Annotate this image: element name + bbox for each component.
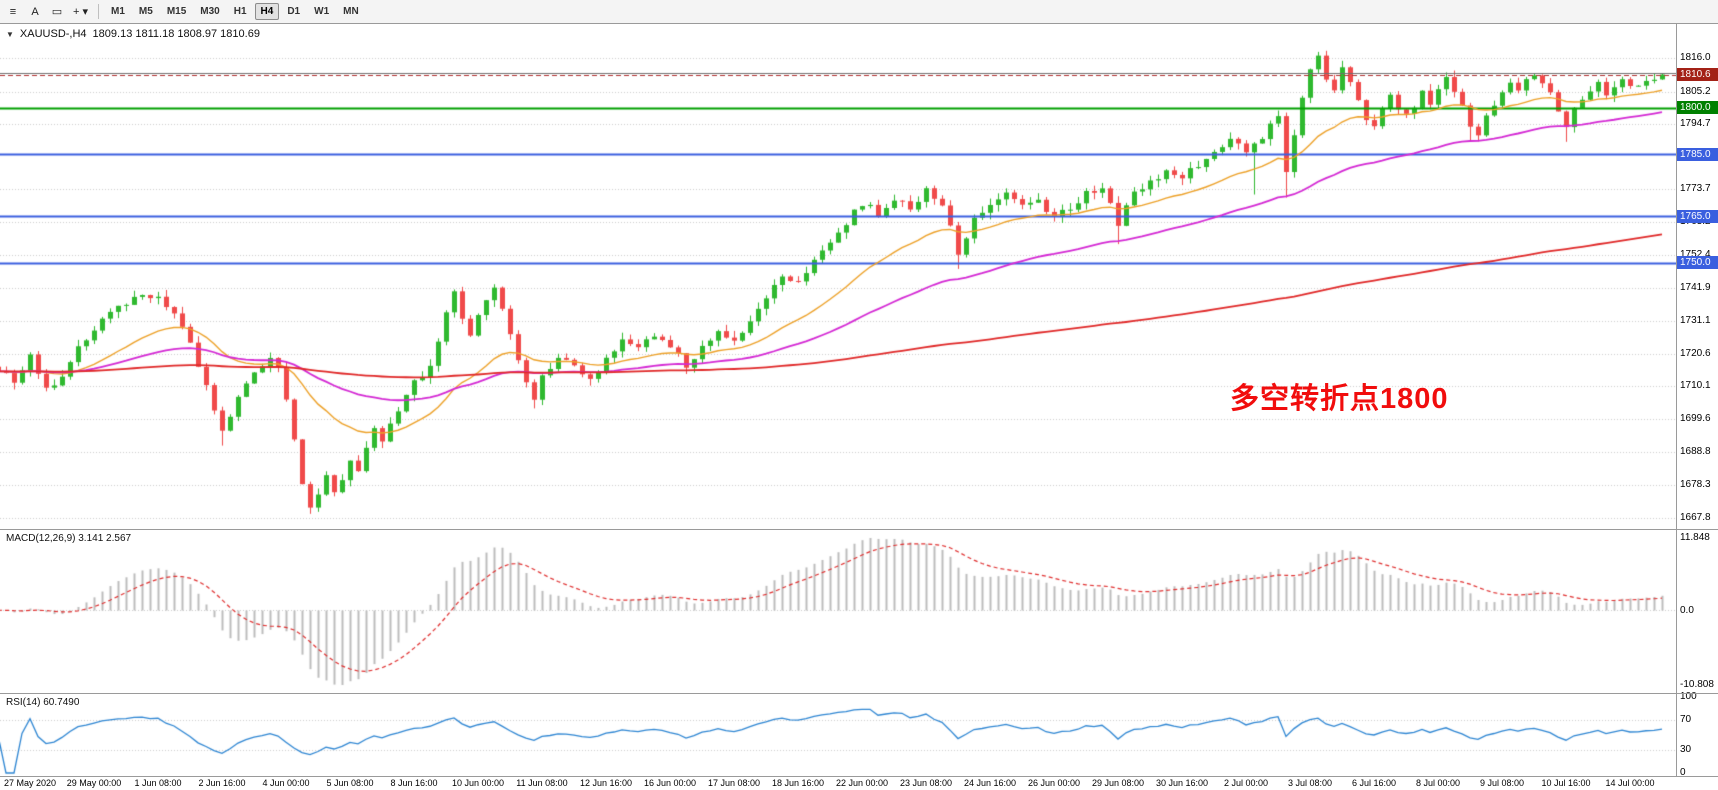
macd-scale-max: 11.848 <box>1680 532 1710 543</box>
timeframe-button-m1[interactable]: M1 <box>105 3 131 20</box>
time-axis-label: 4 Jun 00:00 <box>262 778 310 788</box>
time-axis-label: 16 Jun 00:00 <box>643 778 697 788</box>
time-axis-label: 23 Jun 08:00 <box>899 778 953 788</box>
rsi-panel-canvas[interactable] <box>0 694 1676 776</box>
price-level-badge: 1785.0 <box>1677 147 1718 161</box>
time-axis-label: 10 Jul 16:00 <box>1541 778 1591 788</box>
time-axis-label: 2 Jul 00:00 <box>1223 778 1269 788</box>
rsi-panel-divider[interactable] <box>0 693 1718 694</box>
time-axis-label: 30 Jun 16:00 <box>1155 778 1209 788</box>
macd-panel-divider[interactable] <box>0 529 1718 530</box>
timeframe-button-m15[interactable]: M15 <box>161 3 192 20</box>
time-axis-label: 8 Jun 16:00 <box>390 778 438 788</box>
price-axis-label: 1731.1 <box>1680 315 1711 327</box>
rsi-scale-label: 30 <box>1680 744 1692 756</box>
timeframe-toolbar: M1 M5 M15 M30 H1 H4 D1 W1 MN <box>104 3 366 20</box>
timeframe-button-h1[interactable]: H1 <box>228 3 253 20</box>
time-axis-label: 6 Jul 16:00 <box>1351 778 1397 788</box>
time-axis-label: 14 Jul 00:00 <box>1605 778 1655 788</box>
time-axis-label: 12 Jun 16:00 <box>579 778 633 788</box>
rsi-indicator-label: RSI(14) 60.7490 <box>6 697 80 708</box>
timeframe-button-w1[interactable]: W1 <box>308 3 335 20</box>
charts-grid-icon[interactable]: ≡ <box>3 3 23 21</box>
price-axis[interactable]: 1816.01805.21794.71773.71763.21752.41741… <box>1677 24 1718 778</box>
price-axis-label: 1699.6 <box>1680 412 1711 424</box>
time-axis-label: 11 Jun 08:00 <box>516 778 568 788</box>
macd-indicator-label: MACD(12,26,9) 3.141 2.567 <box>6 533 132 544</box>
chart-annotation-text: 多空转折点1800 <box>1230 383 1449 415</box>
price-axis-label: 1794.7 <box>1680 118 1711 130</box>
price-axis-label: 1678.3 <box>1680 478 1711 490</box>
price-chart-canvas[interactable] <box>0 24 1676 529</box>
time-axis-label: 18 Jun 16:00 <box>771 778 825 788</box>
price-level-badge: 1750.0 <box>1677 256 1718 270</box>
time-axis-label: 24 Jun 16:00 <box>963 778 1017 788</box>
toolbar-separator <box>98 4 100 19</box>
price-level-badge: 1800.0 <box>1677 101 1718 115</box>
time-axis[interactable]: 27 May 2020 29 May 00:00 1 Jun 08:00 2 Jun … <box>0 777 1676 790</box>
macd-scale-zero: 0.0 <box>1680 604 1694 616</box>
price-axis-label: 1773.7 <box>1680 183 1711 195</box>
price-axis-label: 1720.6 <box>1680 347 1711 359</box>
time-axis-label: 26 Jun 00:00 <box>1027 778 1081 788</box>
price-axis-label: 1805.2 <box>1680 85 1711 97</box>
time-axis-label: 29 Jun 08:00 <box>1091 778 1145 788</box>
timeframe-button-mn[interactable]: MN <box>337 3 365 20</box>
timeframe-button-h4[interactable]: H4 <box>254 3 280 20</box>
current-price-badge: 1810.6 <box>1677 68 1718 82</box>
price-axis-label: 1816.0 <box>1680 52 1711 64</box>
timeframe-button-m30[interactable]: M30 <box>194 3 225 20</box>
time-axis-label: 29 May 00:00 <box>66 778 122 788</box>
time-axis-label: 22 Jun 00:00 <box>835 778 889 788</box>
time-axis-divider <box>0 776 1718 777</box>
macd-scale-min: -10.808 <box>1680 679 1714 690</box>
shapes-tool[interactable]: ▭ <box>47 3 67 21</box>
time-axis-label: 10 Jun 00:00 <box>451 778 505 788</box>
price-axis-label: 1741.9 <box>1680 281 1711 293</box>
time-axis-label: 9 Jul 08:00 <box>1479 778 1525 788</box>
time-axis-label: 8 Jul 00:00 <box>1415 778 1461 788</box>
toolbar-tools: ≡ A ▭ + ▾ <box>2 3 93 21</box>
symbol-timeframe-label: XAUUSD-,H4 <box>19 28 87 40</box>
rsi-scale-label: 0 <box>1680 767 1686 778</box>
time-axis-label: 27 May 2020 <box>3 778 57 788</box>
price-axis-label: 1710.1 <box>1680 380 1711 392</box>
time-axis-label: 2 Jun 16:00 <box>198 778 246 788</box>
symbol-dropdown-icon[interactable]: ▼ <box>6 29 14 39</box>
price-axis-divider <box>1676 24 1677 776</box>
macd-panel-canvas[interactable] <box>0 530 1676 693</box>
rsi-scale-label: 70 <box>1680 713 1692 725</box>
timeframe-button-m5[interactable]: M5 <box>133 3 159 20</box>
price-axis-label: 1688.8 <box>1680 446 1711 458</box>
main-toolbar: ≡ A ▭ + ▾ M1 M5 M15 M30 H1 H4 D1 W1 MN <box>0 0 1718 23</box>
price-level-badge: 1765.0 <box>1677 209 1718 223</box>
time-axis-label: 17 Jun 08:00 <box>707 778 761 788</box>
timeframe-button-d1[interactable]: D1 <box>281 3 306 20</box>
chart-header: ▼ XAUUSD-,H4 1809.13 1811.18 1808.97 181… <box>6 28 260 40</box>
time-axis-label: 3 Jul 08:00 <box>1287 778 1333 788</box>
price-axis-label: 1667.8 <box>1680 511 1711 523</box>
rsi-scale-label: 100 <box>1680 691 1697 702</box>
text-annotation-tool[interactable]: A <box>25 3 45 21</box>
crosshair-tool[interactable]: + ▾ <box>69 3 92 21</box>
time-axis-label: 5 Jun 08:00 <box>326 778 374 788</box>
ohlc-readout: 1809.13 1811.18 1808.97 1810.69 <box>92 28 260 40</box>
price-axis-label: 1752.4 <box>1680 249 1711 261</box>
toolbar-border <box>0 23 1718 24</box>
time-axis-label: 1 Jun 08:00 <box>134 778 182 788</box>
